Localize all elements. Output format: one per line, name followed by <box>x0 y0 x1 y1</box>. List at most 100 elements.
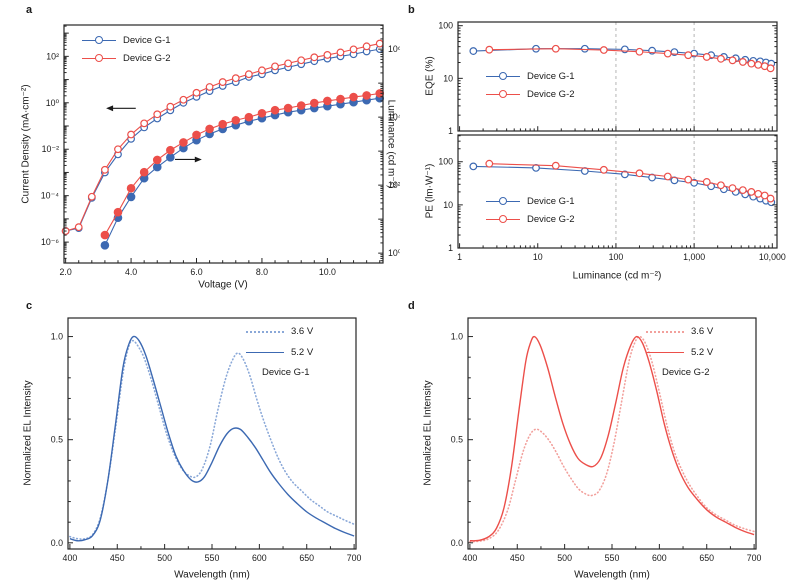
filled-circle-marker <box>100 241 110 250</box>
y-tick-label: 0.0 <box>51 538 63 548</box>
axis-pointer-arrow-right <box>175 156 202 163</box>
legend-item-5-2v: 5.2 V <box>646 342 713 363</box>
filled-circle-marker <box>270 105 280 115</box>
legend-item-device-g2: Device G-2 <box>82 49 171 67</box>
y-tick-label: 10 <box>443 200 453 210</box>
filled-circle-marker <box>218 119 227 129</box>
y-tick-label: 10² <box>46 51 59 61</box>
filled-circle-marker <box>349 92 358 102</box>
open-circle-marker <box>114 145 122 154</box>
x-tick-label: 6.0 <box>190 267 202 277</box>
open-circle-marker <box>754 189 763 198</box>
x-tick-label: 650 <box>699 553 714 563</box>
open-circle-marker <box>551 161 560 170</box>
x-tick-label: 700 <box>347 553 362 563</box>
plot-area-c: 400 450 500 550 600 650 700 0.0 0.5 1.0 <box>51 317 362 563</box>
open-circle-marker <box>760 191 769 200</box>
y-tick-label: 1.0 <box>51 332 63 342</box>
x-tick-label: 700 <box>747 553 762 563</box>
filled-circle-marker <box>192 130 201 140</box>
y-tick-label: 10² <box>388 180 400 190</box>
open-circle-marker <box>469 162 478 171</box>
legend-label: Device G-2 <box>527 88 575 100</box>
y-tick-label: 100 <box>438 21 453 31</box>
x-tick-label: 10.0 <box>319 267 336 277</box>
open-circle-marker <box>551 44 560 53</box>
plot-area-a: 2.0 4.0 6.0 8.0 10.0 10⁻⁶ 10⁻⁴ 10⁻² 10⁰ 10² 10⁰ 10²… <box>41 24 400 277</box>
panel-d-y-axis-label: Normalized EL Intensity <box>422 380 434 486</box>
open-circle-marker <box>599 165 608 174</box>
solid-line-swatch-red <box>646 352 684 353</box>
plot-frame <box>457 21 778 132</box>
axis-ticks: 400 450 500 550 600 650 700 0.0 0.5 1.0 <box>51 332 362 563</box>
filled-circle-marker <box>113 207 123 217</box>
open-circle-marker <box>271 62 279 71</box>
open-circle-marker <box>362 42 371 51</box>
open-circle-marker <box>728 184 737 192</box>
panel-d-device-label: Device G-2 <box>662 367 710 378</box>
legend-label: Device G-1 <box>123 34 171 46</box>
legend-item-device-g1: Device G-1 <box>486 67 575 85</box>
legend-item-3-6v: 3.6 V <box>246 321 313 342</box>
x-tick-label: 650 <box>299 553 314 563</box>
open-circle-marker <box>485 159 494 168</box>
panel-b: b 1 10 100 1 10 100 1,000 10,000 1 10 100 EQE (%) … <box>400 0 800 294</box>
open-circle-marker <box>192 88 201 97</box>
open-circle-marker <box>702 53 711 61</box>
open-circle-marker <box>754 61 763 69</box>
open-circle-marker <box>100 165 109 174</box>
open-circle-marker <box>205 83 214 91</box>
series-line <box>469 335 755 542</box>
open-circle-marker <box>702 178 711 186</box>
series-device-g-2-eqe <box>485 44 775 73</box>
legend-label: 5.2 V <box>291 347 314 358</box>
series-line <box>65 43 380 232</box>
plot-frame <box>63 24 384 264</box>
filled-circle-marker <box>100 230 110 240</box>
filled-circle-marker <box>336 94 345 104</box>
axis-ticks: 2.0 4.0 6.0 8.0 10.0 10⁻⁶ 10⁻⁴ 10⁻² 10⁰ 10² 10⁰ 10²… <box>41 24 400 277</box>
series-5-2-v <box>69 335 355 542</box>
plot-area-d: 400 450 500 550 600 650 700 0.0 0.5 1.0 <box>451 317 762 563</box>
line-open-circle-marker-blue <box>486 71 520 80</box>
x-tick-label: 8.0 <box>256 267 268 277</box>
open-circle-marker <box>580 44 589 53</box>
series-3-6-v <box>69 339 355 540</box>
x-tick-label: 550 <box>605 553 620 563</box>
axis-ticks: 1 10 100 <box>438 21 777 136</box>
y-tick-label: 10⁻² <box>42 144 59 154</box>
x-tick-label: 450 <box>510 553 525 563</box>
open-circle-marker <box>310 53 319 62</box>
filled-circle-marker <box>179 138 188 147</box>
y-tick-label: 0.5 <box>51 435 63 445</box>
open-circle-marker <box>140 119 149 128</box>
panel-b-eqe-axis-label: EQE (%) <box>424 56 436 96</box>
x-tick-label: 600 <box>252 553 267 563</box>
open-circle-marker <box>485 45 494 54</box>
panel-a-letter: a <box>26 4 33 16</box>
open-circle-marker <box>349 45 358 54</box>
y-tick-label: 0.5 <box>451 435 463 445</box>
legend-label: Device G-2 <box>123 52 171 64</box>
open-circle-marker <box>620 170 629 179</box>
y-tick-label: 1.0 <box>451 332 463 342</box>
y-tick-label: 10⁰ <box>388 248 400 258</box>
line-open-circle-marker-red <box>486 89 520 98</box>
legend-item-device-g1: Device G-1 <box>486 192 575 210</box>
filled-circle-marker <box>152 155 162 165</box>
filled-circle-marker <box>309 98 319 108</box>
y-tick-label: 100 <box>438 157 453 167</box>
open-circle-marker <box>244 70 253 79</box>
y-tick-label: 10⁰ <box>46 98 60 108</box>
open-circle-marker <box>469 47 478 55</box>
filled-circle-marker <box>283 103 293 113</box>
arrow-head <box>194 156 202 163</box>
series-line <box>469 335 755 543</box>
open-circle-marker <box>166 102 175 111</box>
panel-a-y2-axis-label: Luminance (cd m⁻²) <box>385 99 397 189</box>
panel-a-plot: 2.0 4.0 6.0 8.0 10.0 10⁻⁶ 10⁻⁴ 10⁻² 10⁰ 10² 10⁰ 10²… <box>41 24 400 277</box>
series-3-6-v <box>469 335 755 543</box>
x-tick-label: 500 <box>157 553 172 563</box>
series-device-g-2-current-density <box>61 39 384 235</box>
filled-circle-marker <box>139 167 149 177</box>
